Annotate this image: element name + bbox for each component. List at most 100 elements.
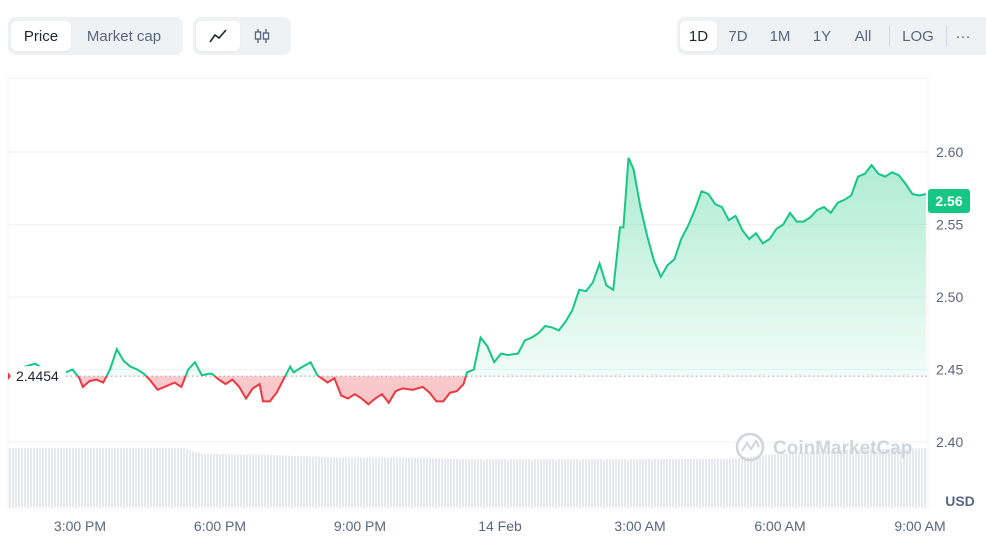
volume-bar xyxy=(372,457,374,507)
volume-bar xyxy=(24,448,26,507)
tab-market-cap[interactable]: Market cap xyxy=(86,27,162,45)
volume-bar xyxy=(426,458,428,507)
volume-bar xyxy=(390,457,392,507)
volume-bar xyxy=(657,459,659,507)
volume-bar xyxy=(96,448,98,507)
volume-bar xyxy=(165,448,167,507)
volume-bar xyxy=(399,457,401,507)
range-all-button[interactable]: All xyxy=(854,27,872,45)
volume-bar xyxy=(744,457,746,507)
volume-bar xyxy=(855,449,857,507)
volume-bar xyxy=(189,449,191,507)
volume-bar xyxy=(582,459,584,507)
range-1y-button[interactable]: 1Y xyxy=(812,27,832,45)
volume-bar xyxy=(477,459,479,507)
volume-bar xyxy=(180,448,182,507)
log-scale-button[interactable]: LOG xyxy=(902,27,934,45)
volume-bar xyxy=(432,458,434,507)
volume-bar xyxy=(570,459,572,507)
volume-bar xyxy=(264,454,266,507)
volume-bar xyxy=(714,458,716,507)
volume-bar xyxy=(375,457,377,507)
coinmarketcap-logo-icon xyxy=(735,432,765,462)
volume-bar xyxy=(831,450,833,507)
volume-bar xyxy=(864,449,866,507)
volume-bar xyxy=(843,449,845,507)
volume-bar xyxy=(756,455,758,507)
volume-bars xyxy=(9,448,926,507)
volume-bar xyxy=(636,459,638,507)
volume-bar xyxy=(807,452,809,507)
volume-bar xyxy=(273,455,275,507)
range-7d-button[interactable]: 7D xyxy=(728,27,748,45)
volume-bar xyxy=(441,458,443,507)
volume-bar xyxy=(564,459,566,507)
volume-bar xyxy=(597,459,599,507)
volume-bar xyxy=(669,459,671,507)
volume-bar xyxy=(690,458,692,507)
volume-bar xyxy=(63,448,65,507)
volume-bar xyxy=(90,448,92,507)
volume-bar xyxy=(741,457,743,507)
volume-bar xyxy=(792,453,794,507)
current-price-marker: 2.56 xyxy=(928,189,970,213)
volume-bar xyxy=(195,451,197,507)
volume-bar xyxy=(240,454,242,507)
volume-bar xyxy=(876,449,878,507)
volume-bar xyxy=(846,449,848,507)
volume-bar xyxy=(21,448,23,507)
volume-bar xyxy=(780,453,782,507)
volume-bar xyxy=(882,449,884,507)
volume-bar xyxy=(393,457,395,507)
volume-bar xyxy=(675,459,677,507)
volume-bar xyxy=(306,456,308,507)
volume-bar xyxy=(531,459,533,507)
volume-bar xyxy=(777,453,779,507)
more-options-button[interactable]: ··· xyxy=(955,27,971,45)
volume-bar xyxy=(312,456,314,507)
volume-bar xyxy=(429,458,431,507)
volume-bar xyxy=(696,458,698,507)
tab-price[interactable]: Price xyxy=(11,21,71,51)
x-axis: 3:00 PM 6:00 PM 9:00 PM 14 Feb 3:00 AM 6:00 A… xyxy=(54,518,946,534)
volume-bar xyxy=(57,448,59,507)
volume-bar xyxy=(618,459,620,507)
range-1m-button[interactable]: 1M xyxy=(769,27,791,45)
volume-bar xyxy=(648,459,650,507)
range-1d-button[interactable]: 1D xyxy=(680,21,717,51)
volume-bar xyxy=(228,454,230,507)
candlestick-button[interactable] xyxy=(240,21,284,51)
volume-bar xyxy=(861,449,863,507)
volume-bar xyxy=(9,448,11,507)
volume-bar xyxy=(903,448,905,507)
volume-bar xyxy=(297,456,299,507)
x-tick-label: 6:00 AM xyxy=(754,518,805,534)
volume-bar xyxy=(825,450,827,507)
volume-bar xyxy=(774,454,776,507)
volume-bar xyxy=(651,459,653,507)
volume-bar xyxy=(69,448,71,507)
volume-bar xyxy=(879,449,881,507)
volume-bar xyxy=(615,459,617,507)
volume-bar xyxy=(891,448,893,507)
volume-bar xyxy=(870,449,872,507)
volume-bar xyxy=(912,448,914,507)
volume-bar xyxy=(93,448,95,507)
volume-bar xyxy=(345,457,347,507)
price-chart[interactable]: CoinMarketCap 2.40 2.45 2.50 2.55 2.60 3:00 … xyxy=(0,60,986,559)
volume-bar xyxy=(537,459,539,507)
volume-bar xyxy=(501,459,503,507)
volume-bar xyxy=(258,454,260,507)
volume-bar xyxy=(681,458,683,507)
volume-bar xyxy=(198,452,200,507)
volume-bar xyxy=(471,459,473,507)
range-selector: 1D 7D 1M 1Y All LOG ··· xyxy=(677,17,986,55)
volume-bar xyxy=(354,457,356,507)
line-chart-button[interactable] xyxy=(196,21,240,51)
volume-bar xyxy=(516,459,518,507)
volume-bar xyxy=(552,459,554,507)
volume-bar xyxy=(672,459,674,507)
volume-bar xyxy=(144,448,146,507)
volume-bar xyxy=(795,452,797,507)
x-tick-label: 6:00 PM xyxy=(194,518,246,534)
